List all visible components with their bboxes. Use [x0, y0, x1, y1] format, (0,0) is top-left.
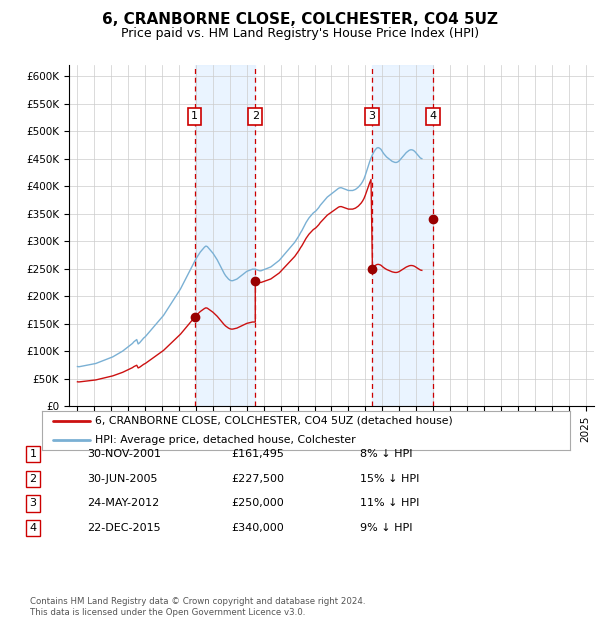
Text: 6, CRANBORNE CLOSE, COLCHESTER, CO4 5UZ: 6, CRANBORNE CLOSE, COLCHESTER, CO4 5UZ — [102, 12, 498, 27]
Text: HPI: Average price, detached house, Colchester: HPI: Average price, detached house, Colc… — [95, 435, 355, 445]
Bar — [194, 65, 255, 406]
Text: 4: 4 — [29, 523, 37, 533]
Text: 30-NOV-2001: 30-NOV-2001 — [87, 449, 161, 459]
Text: Contains HM Land Registry data © Crown copyright and database right 2024.
This d: Contains HM Land Registry data © Crown c… — [30, 598, 365, 617]
Text: 1: 1 — [191, 111, 198, 122]
Text: 1: 1 — [29, 449, 37, 459]
Text: 22-DEC-2015: 22-DEC-2015 — [87, 523, 161, 533]
Text: £161,495: £161,495 — [231, 449, 284, 459]
Text: 9% ↓ HPI: 9% ↓ HPI — [360, 523, 413, 533]
Text: 8% ↓ HPI: 8% ↓ HPI — [360, 449, 413, 459]
Text: 30-JUN-2005: 30-JUN-2005 — [87, 474, 157, 484]
Text: Price paid vs. HM Land Registry's House Price Index (HPI): Price paid vs. HM Land Registry's House … — [121, 27, 479, 40]
Text: £250,000: £250,000 — [231, 498, 284, 508]
Text: 2: 2 — [252, 111, 259, 122]
Text: 15% ↓ HPI: 15% ↓ HPI — [360, 474, 419, 484]
Text: 3: 3 — [29, 498, 37, 508]
Text: 11% ↓ HPI: 11% ↓ HPI — [360, 498, 419, 508]
Text: 6, CRANBORNE CLOSE, COLCHESTER, CO4 5UZ (detached house): 6, CRANBORNE CLOSE, COLCHESTER, CO4 5UZ … — [95, 415, 452, 426]
Text: 2: 2 — [29, 474, 37, 484]
Text: 24-MAY-2012: 24-MAY-2012 — [87, 498, 159, 508]
Text: £227,500: £227,500 — [231, 474, 284, 484]
Bar — [372, 65, 433, 406]
Text: £340,000: £340,000 — [231, 523, 284, 533]
Text: 3: 3 — [368, 111, 376, 122]
Text: 4: 4 — [429, 111, 436, 122]
